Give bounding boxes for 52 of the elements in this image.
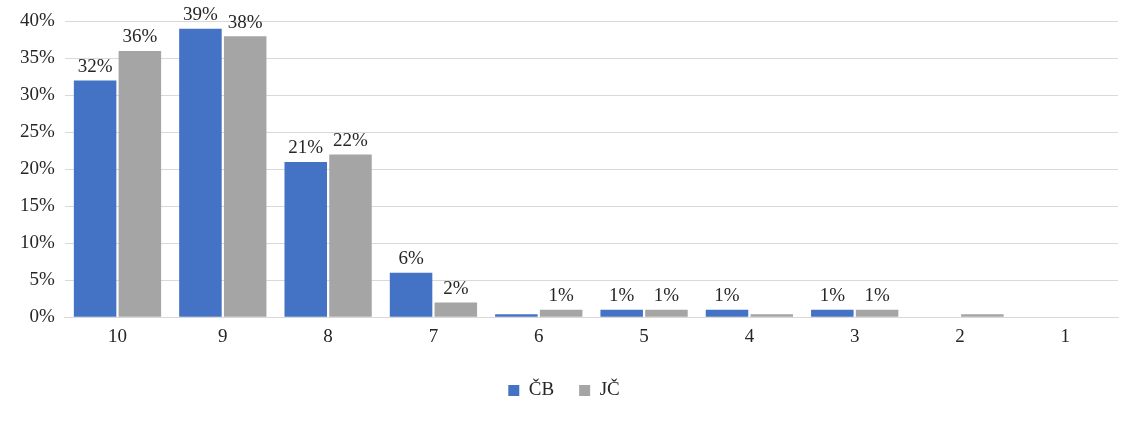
y-tick-label: 20% — [20, 157, 55, 179]
bar — [73, 80, 117, 317]
bar — [495, 314, 538, 317]
x-tick-label: 7 — [428, 324, 439, 346]
bar — [855, 309, 899, 317]
bar — [284, 161, 327, 317]
legend-label: JČ — [599, 378, 620, 400]
data-label: 1% — [653, 284, 680, 306]
data-label: 22% — [333, 128, 369, 150]
bar — [811, 309, 854, 317]
y-tick-label: 15% — [20, 194, 55, 216]
x-tick-label: 2 — [955, 324, 965, 346]
bar — [961, 314, 1004, 317]
x-tick-label: 6 — [534, 324, 544, 346]
y-tick-label: 40% — [20, 9, 55, 31]
bar — [179, 28, 222, 317]
x-tick-label: 8 — [323, 324, 333, 346]
x-tick-label: 10 — [107, 324, 127, 346]
y-tick-label: 30% — [20, 83, 55, 105]
x-tick-label: 5 — [639, 324, 649, 346]
data-label: 39% — [183, 3, 219, 25]
data-label: 1% — [548, 284, 574, 306]
bar — [600, 309, 643, 317]
x-tick-label: 1 — [1060, 324, 1071, 346]
data-label: 21% — [288, 136, 324, 158]
bar — [223, 36, 267, 317]
data-label: 1% — [819, 284, 846, 306]
bar — [434, 302, 478, 317]
legend-label: ČB — [528, 378, 555, 400]
data-label: 32% — [77, 55, 113, 77]
bar — [750, 314, 794, 317]
data-label: 1% — [714, 284, 740, 306]
bar — [118, 50, 162, 317]
y-tick-label: 0% — [29, 305, 55, 327]
bar — [705, 309, 749, 317]
data-label: 36% — [122, 25, 158, 47]
bar — [645, 309, 688, 317]
x-tick-label: 3 — [849, 324, 860, 346]
data-label: 2% — [443, 276, 469, 298]
y-tick-label: 5% — [29, 268, 55, 290]
data-label: 1% — [609, 284, 635, 306]
data-label: 1% — [864, 284, 890, 306]
y-tick-label: 25% — [20, 120, 55, 142]
y-tick-label: 10% — [20, 231, 55, 253]
y-tick-label: 35% — [20, 46, 55, 68]
bar — [389, 272, 433, 317]
x-tick-label: 9 — [218, 324, 228, 346]
data-label: 6% — [398, 247, 424, 269]
bar — [539, 309, 583, 317]
x-tick-label: 4 — [744, 324, 755, 346]
data-label: 38% — [227, 10, 263, 32]
bar — [329, 154, 372, 317]
